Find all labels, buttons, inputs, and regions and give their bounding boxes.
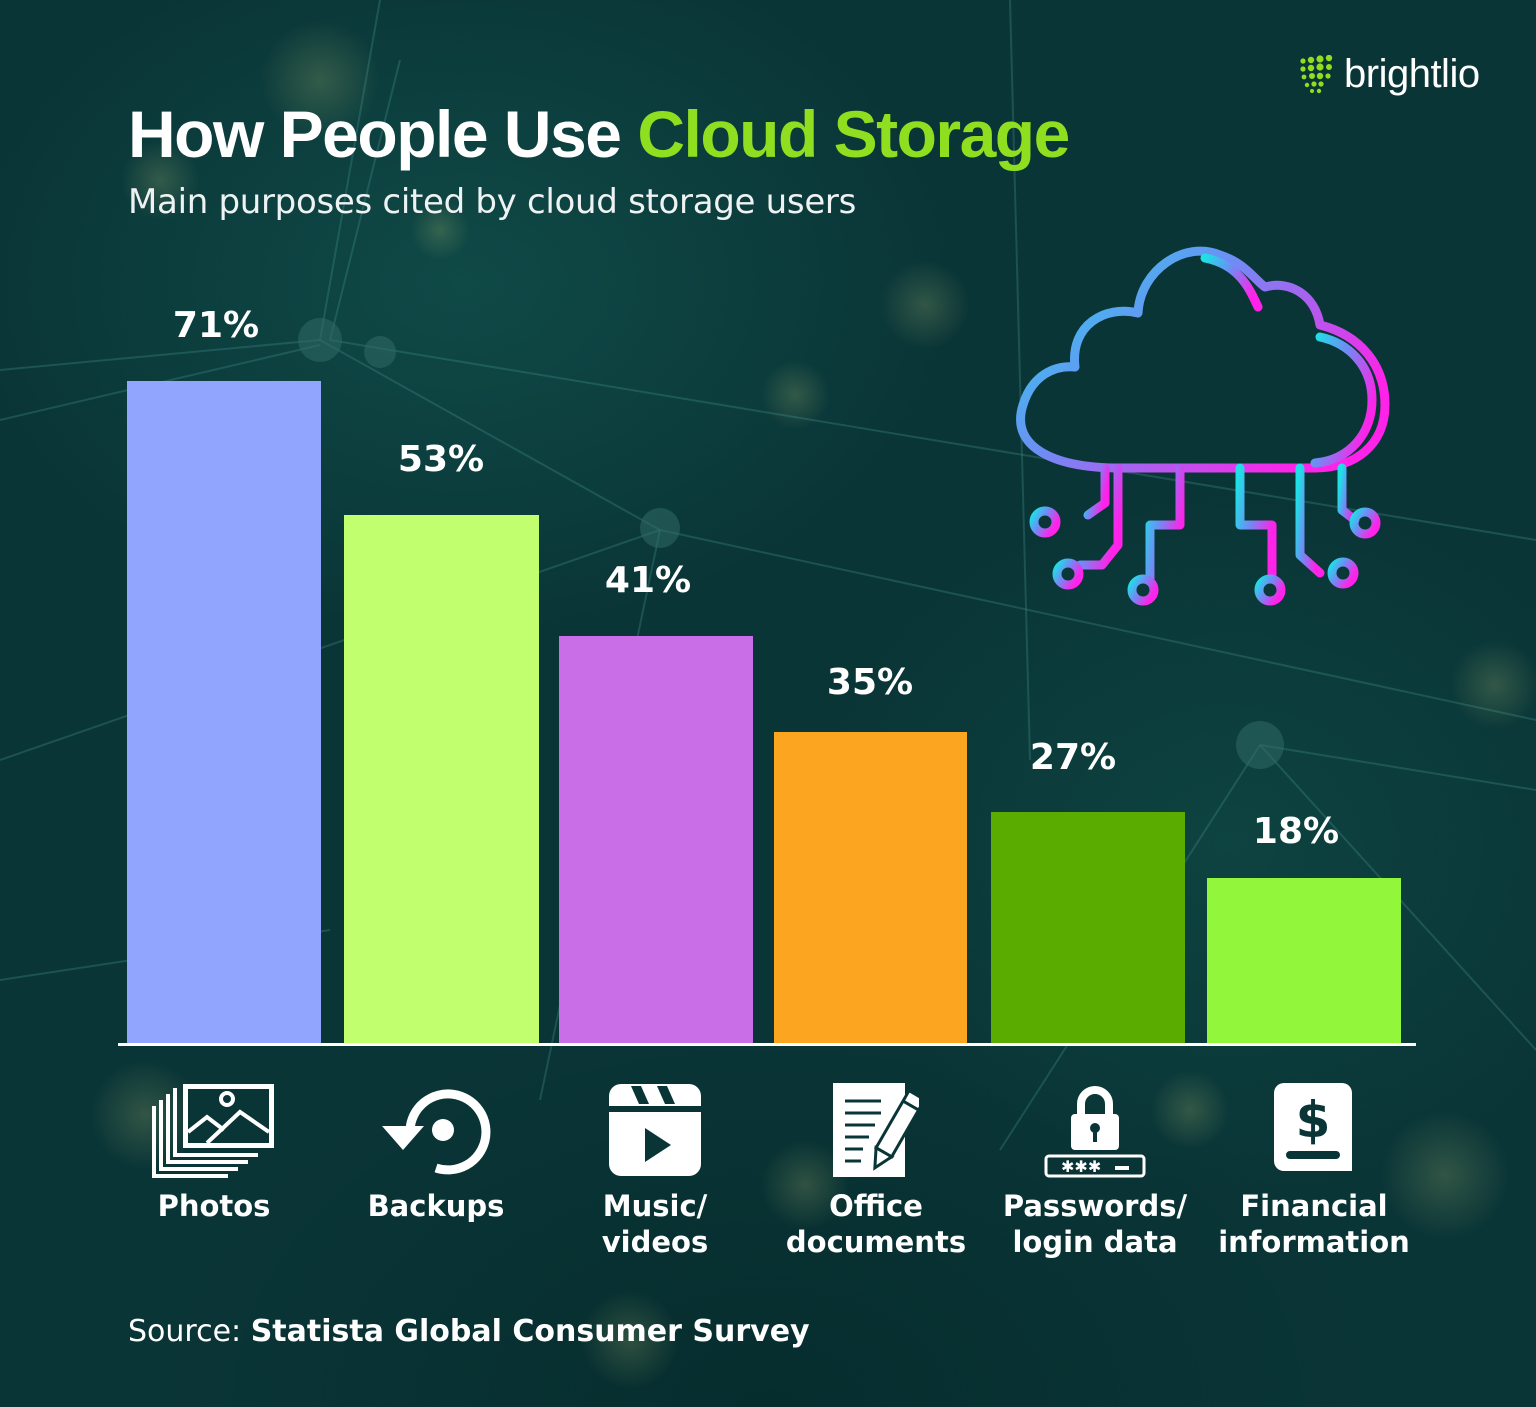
brightlio-dots-icon bbox=[1300, 54, 1333, 93]
bar-photos bbox=[127, 381, 321, 1044]
category-music-videos: Music/ videos bbox=[545, 1080, 765, 1260]
category-label: Photos bbox=[157, 1189, 271, 1223]
title-main: How People Use bbox=[128, 97, 638, 171]
category-label: Backups bbox=[367, 1189, 505, 1223]
bar-value-passwords: 27% bbox=[1029, 737, 1117, 778]
bar-value-photos: 71% bbox=[172, 305, 260, 346]
category-passwords: ✱✱✱ Passwords/ login data bbox=[985, 1080, 1205, 1260]
photos-stack-icon bbox=[152, 1080, 276, 1180]
page-subtitle: Main purposes cited by cloud storage use… bbox=[128, 182, 857, 222]
document-pencil-icon bbox=[833, 1080, 919, 1180]
bar-office-documents bbox=[774, 732, 967, 1044]
source-name: Statista Global Consumer Survey bbox=[250, 1314, 810, 1349]
brand-logo: brightlio bbox=[1298, 52, 1480, 97]
bar-backups bbox=[344, 515, 539, 1044]
source-note: Source: Statista Global Consumer Survey bbox=[128, 1314, 810, 1349]
category-photos: Photos bbox=[104, 1080, 324, 1224]
padlock-password-icon: ✱✱✱ bbox=[1043, 1080, 1147, 1180]
svg-text:$: $ bbox=[1296, 1091, 1331, 1149]
bar-value-financial: 18% bbox=[1252, 811, 1340, 852]
title-accent: Cloud Storage bbox=[637, 97, 1070, 171]
cloud-circuit-icon bbox=[1016, 246, 1390, 606]
bar-value-backups: 53% bbox=[397, 439, 485, 480]
source-label: Source: bbox=[128, 1314, 251, 1349]
brand-name: brightlio bbox=[1344, 52, 1480, 96]
category-label: Passwords/ login data bbox=[1002, 1189, 1188, 1259]
category-label: Financial information bbox=[1218, 1189, 1410, 1259]
category-label: Office documents bbox=[785, 1189, 967, 1259]
backup-restore-icon bbox=[380, 1080, 492, 1180]
category-backups: Backups bbox=[326, 1080, 546, 1224]
bar-value-music-videos: 41% bbox=[604, 560, 692, 601]
x-axis-baseline bbox=[118, 1043, 1416, 1046]
bar-passwords bbox=[991, 812, 1185, 1044]
category-office-documents: Office documents bbox=[766, 1080, 986, 1260]
category-label: Music/ videos bbox=[601, 1189, 709, 1259]
bar-music-videos bbox=[559, 636, 753, 1044]
bar-value-office-documents: 35% bbox=[826, 662, 914, 703]
svg-text:✱✱✱: ✱✱✱ bbox=[1061, 1157, 1101, 1176]
dollar-book-icon: $ bbox=[1272, 1080, 1356, 1180]
video-clapper-play-icon bbox=[607, 1080, 703, 1180]
bar-financial bbox=[1207, 878, 1401, 1044]
page-title: How People Use Cloud Storage bbox=[128, 96, 1070, 172]
category-financial: $ Financial information bbox=[1204, 1080, 1424, 1260]
